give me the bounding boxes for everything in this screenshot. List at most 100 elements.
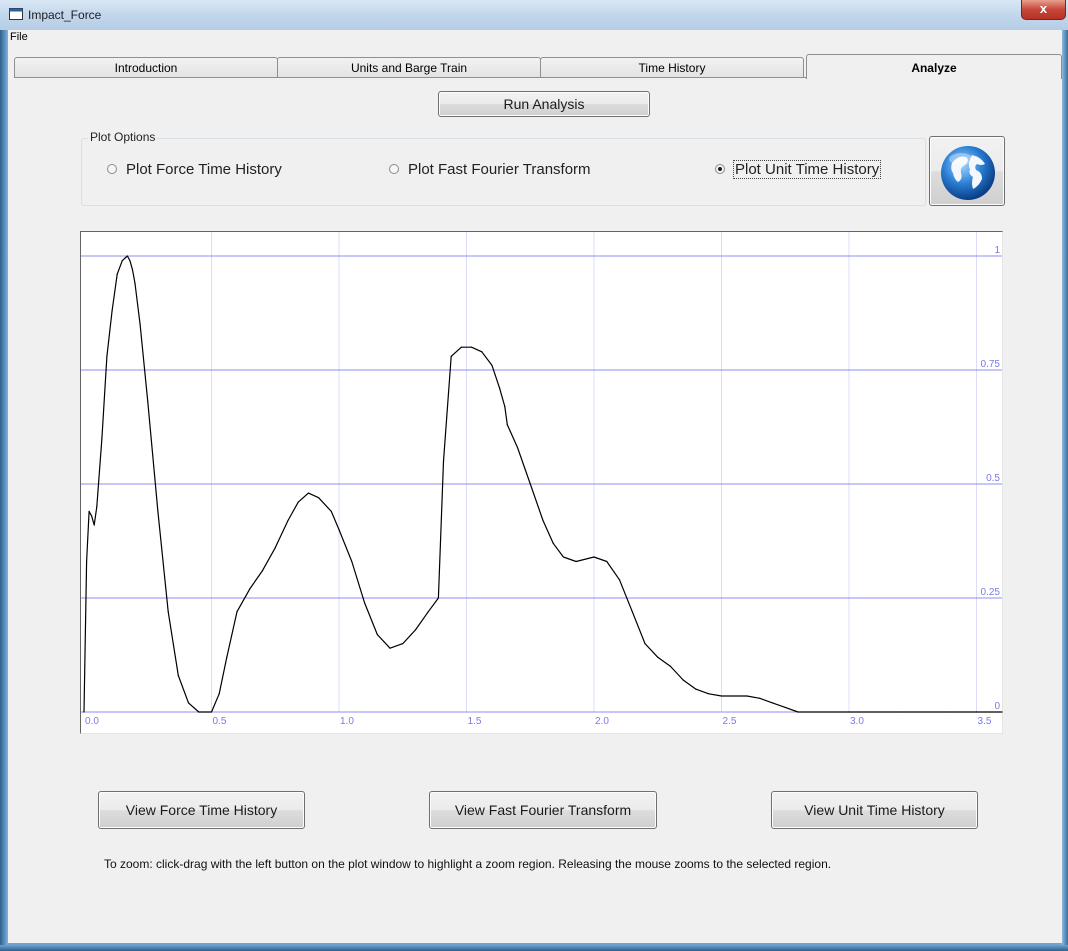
- data-point: [631, 611, 633, 613]
- data-point: [575, 560, 577, 563]
- window-frame-bottom: [0, 945, 1068, 951]
- data-point: [124, 257, 126, 259]
- data-point: [529, 483, 531, 485]
- data-point: [218, 693, 220, 695]
- data-point: [147, 401, 149, 403]
- data-point: [139, 323, 141, 325]
- x-tick-label: 2.0: [595, 716, 609, 727]
- data-point: [471, 346, 473, 348]
- data-point: [121, 259, 123, 262]
- data-point: [414, 629, 417, 631]
- data-point: [318, 497, 320, 499]
- data-point: [481, 351, 483, 353]
- tab-units-and-barge-train[interactable]: Units and Barge Train: [277, 57, 541, 77]
- y-tick-label: 0.75: [981, 359, 1001, 370]
- data-point: [746, 695, 748, 697]
- data-point: [338, 529, 340, 531]
- unit-time-history-chart[interactable]: 0.0 0.5 1.0 1.5 2.0 2.5 3.0 3.50 0.25 0.5 0.75 1: [81, 232, 1004, 735]
- data-point: [506, 424, 508, 426]
- data-point: [784, 706, 786, 709]
- title-bar[interactable]: Impact_Force x: [0, 0, 1068, 30]
- data-point: [552, 542, 554, 544]
- tab-introduction[interactable]: Introduction: [14, 57, 278, 77]
- data-point: [657, 656, 659, 658]
- data-point: [733, 695, 735, 697]
- data-point: [351, 560, 353, 563]
- view-fast-fourier-transform-button[interactable]: View Fast Fourier Transform: [429, 791, 657, 829]
- radio-plot-unit-time-history[interactable]: Plot Unit Time History: [715, 160, 882, 179]
- data-point: [873, 711, 876, 713]
- data-point: [376, 633, 378, 636]
- data-point: [210, 711, 213, 713]
- y-tick-label: 1: [994, 245, 1000, 256]
- data-point: [297, 501, 299, 503]
- radio-dot: [107, 164, 117, 174]
- radio-plot-fast-fourier-transform[interactable]: Plot Fast Fourier Transform: [389, 161, 591, 178]
- view-force-time-history-button[interactable]: View Force Time History: [98, 791, 305, 829]
- data-point: [307, 492, 309, 494]
- data-point: [126, 255, 128, 257]
- data-point: [226, 656, 228, 658]
- data-point: [797, 711, 799, 713]
- data-point: [499, 387, 501, 389]
- close-button[interactable]: x: [1021, 0, 1066, 20]
- data-point: [771, 702, 774, 704]
- tab-strip-line: [14, 77, 1062, 78]
- data-point: [491, 364, 493, 367]
- data-point: [129, 259, 131, 262]
- data-point: [759, 697, 761, 699]
- view-unit-time-history-button[interactable]: View Unit Time History: [771, 791, 978, 829]
- data-point: [205, 711, 207, 713]
- data-point: [606, 560, 608, 563]
- data-point: [720, 695, 723, 697]
- client-area: Introduction Units and Barge Train Time …: [8, 45, 1062, 943]
- menu-file[interactable]: File: [10, 31, 28, 43]
- data-point: [695, 688, 697, 690]
- data-point: [669, 665, 672, 667]
- radio-label: Plot Fast Fourier Transform: [408, 161, 591, 178]
- data-point: [287, 519, 289, 522]
- data-point: [437, 597, 440, 599]
- radio-plot-force-time-history[interactable]: Plot Force Time History: [107, 161, 282, 178]
- data-point: [85, 560, 88, 563]
- run-analysis-button[interactable]: Run Analysis: [438, 91, 650, 117]
- x-tick-label: 2.5: [723, 716, 737, 727]
- data-point: [975, 711, 978, 713]
- window-frame-right: [1062, 30, 1068, 951]
- app-window-icon: [9, 8, 23, 20]
- data-point: [899, 711, 901, 713]
- data-point: [106, 355, 108, 357]
- zoom-instructions: To zoom: click-drag with the left button…: [104, 857, 832, 871]
- data-point: [236, 611, 238, 613]
- data-point: [708, 693, 710, 695]
- x-tick-label: 0.5: [213, 716, 227, 727]
- data-point: [116, 273, 118, 275]
- data-point: [988, 711, 990, 713]
- close-icon: x: [1039, 1, 1048, 16]
- data-point: [542, 519, 544, 522]
- x-tick-label: 1.5: [468, 716, 482, 727]
- y-tick-label: 0: [994, 701, 1000, 712]
- plot-window[interactable]: 0.0 0.5 1.0 1.5 2.0 2.5 3.0 3.5 0 0.25 0.5 0.75 1: [80, 231, 1003, 734]
- x-tick-label: 0.0: [85, 716, 99, 727]
- data-point: [131, 269, 134, 271]
- globe-button[interactable]: [929, 136, 1005, 206]
- tab-time-history[interactable]: Time History: [540, 57, 804, 77]
- data-point: [167, 611, 169, 613]
- data-point: [402, 643, 404, 645]
- globe-icon: [941, 146, 995, 200]
- data-point: [644, 643, 646, 645]
- tab-analyze[interactable]: Analyze: [806, 54, 1062, 79]
- radio-dot: [389, 164, 399, 174]
- data-point: [198, 711, 200, 713]
- data-point: [593, 556, 595, 558]
- data-point: [274, 547, 276, 549]
- data-point: [187, 702, 190, 704]
- data-point: [516, 446, 519, 449]
- data-point: [427, 611, 429, 613]
- data-point: [363, 601, 366, 604]
- data-point: [261, 570, 264, 572]
- data-point: [96, 506, 98, 508]
- plot-options-group: [81, 138, 926, 206]
- window-frame-left: [0, 30, 8, 951]
